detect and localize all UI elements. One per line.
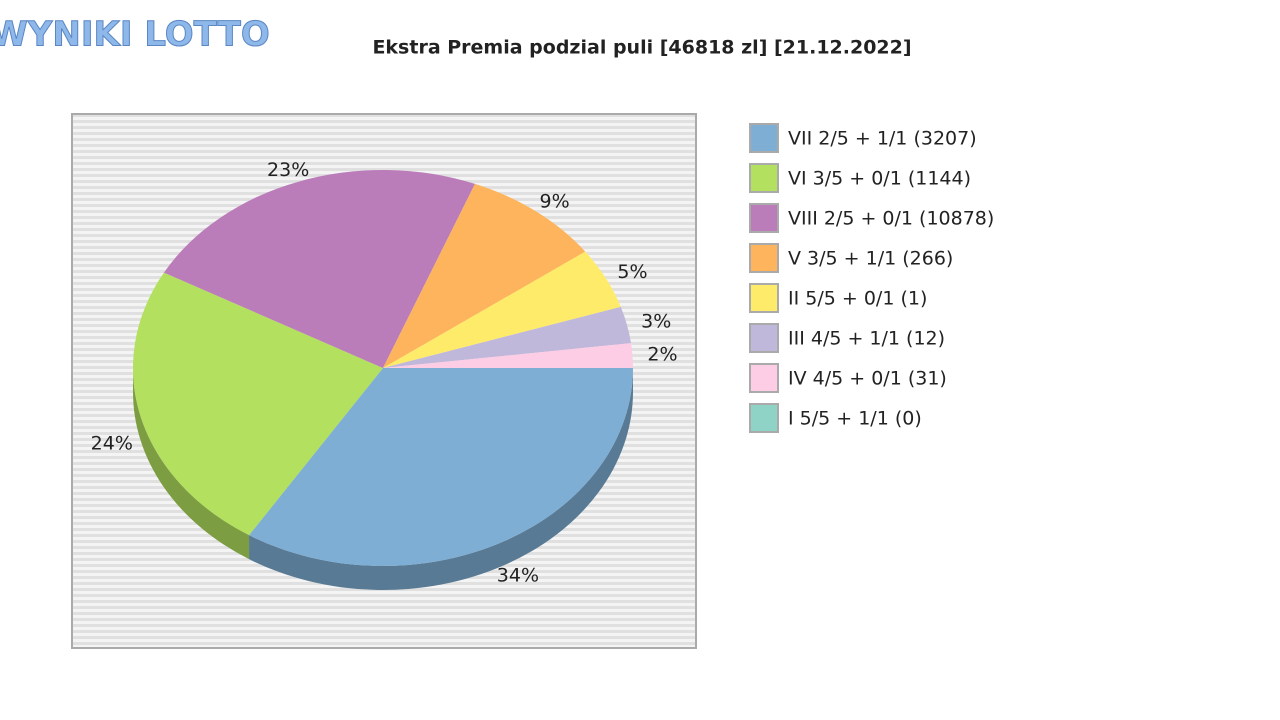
data-label: 9% xyxy=(540,191,570,213)
legend: VII 2/5 + 1/1 (3207) VI 3/5 + 0/1 (1144) V… xyxy=(749,123,994,433)
pie-slice xyxy=(383,183,586,368)
pie-side xyxy=(249,368,633,590)
legend-label: V 3/5 + 1/1 (266) xyxy=(788,248,953,270)
legend-swatch xyxy=(749,243,779,273)
legend-label: I 5/5 + 1/1 (0) xyxy=(788,408,922,430)
logo: WYNIKI LOTTO xyxy=(0,15,270,55)
legend-label: VIII 2/5 + 0/1 (10878) xyxy=(788,208,994,230)
legend-swatch xyxy=(749,163,779,193)
legend-label: VI 3/5 + 0/1 (1144) xyxy=(788,168,971,190)
data-label: 2% xyxy=(647,343,677,365)
pie-slice xyxy=(383,343,633,368)
legend-label: III 4/5 + 1/1 (12) xyxy=(788,328,945,350)
legend-swatch xyxy=(749,403,779,433)
data-label: 24% xyxy=(91,433,133,455)
pie-slice xyxy=(133,272,383,536)
legend-label: II 5/5 + 0/1 (1) xyxy=(788,288,927,310)
legend-swatch xyxy=(749,203,779,233)
data-label: 3% xyxy=(641,311,671,333)
legend-swatch xyxy=(749,123,779,153)
legend-label: IV 4/5 + 0/1 (31) xyxy=(788,368,947,390)
pie-slice xyxy=(383,251,621,368)
data-label: 34% xyxy=(497,565,539,587)
legend-swatch xyxy=(749,283,779,313)
pie-slice xyxy=(383,306,632,368)
legend-swatch xyxy=(749,363,779,393)
pie-slice xyxy=(163,170,476,368)
legend-label: VII 2/5 + 1/1 (3207) xyxy=(788,128,977,150)
chart-title: Ekstra Premia podzial puli [46818 zl] [2… xyxy=(372,37,911,59)
data-label: 5% xyxy=(617,261,647,283)
pie-slice xyxy=(249,368,633,566)
legend-swatch xyxy=(749,323,779,353)
pie-side xyxy=(132,368,250,560)
data-label: 23% xyxy=(267,159,309,181)
pie: 34% 24% 23% 9% 5% 3% 2% xyxy=(91,159,678,590)
